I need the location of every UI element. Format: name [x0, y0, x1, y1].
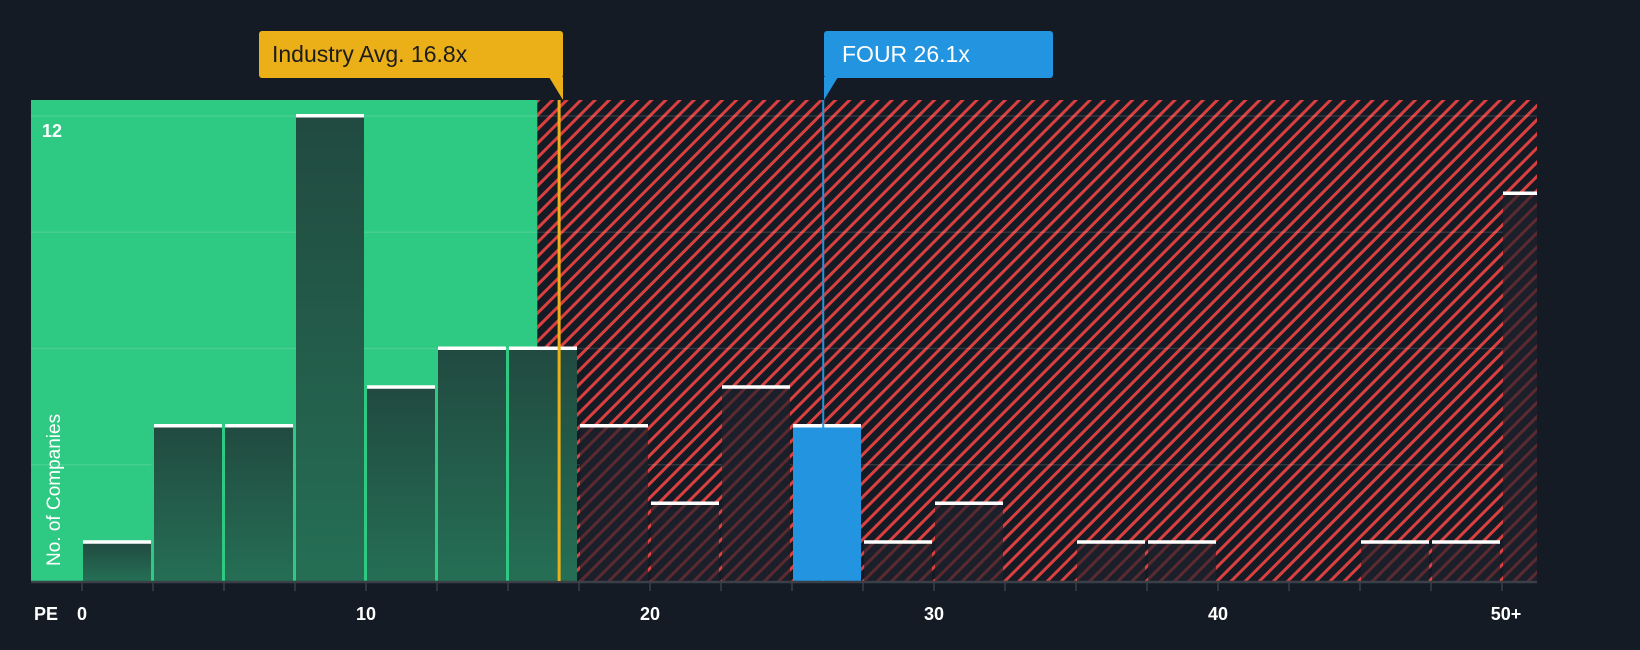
overvalued-zone: [537, 100, 1537, 581]
histogram-bar: [1361, 542, 1429, 581]
bar-cap: [83, 540, 151, 544]
histogram-bar: [296, 116, 364, 581]
x-tick-label: 0: [77, 604, 87, 624]
histogram-bar: [935, 503, 1003, 581]
bar-cap: [1148, 540, 1216, 544]
bar-cap: [722, 385, 790, 389]
valuation-zones: [31, 100, 1537, 581]
bar-cap: [580, 424, 648, 428]
y-axis-max-label: 12: [42, 121, 62, 141]
bar-cap: [1077, 540, 1145, 544]
industry-average-label: Industry Avg. 16.8x: [272, 41, 468, 67]
bar-cap: [1503, 191, 1537, 195]
bar-cap: [367, 385, 435, 389]
histogram-bar: [225, 426, 293, 581]
bar-cap: [793, 424, 861, 428]
histogram-bar: [438, 348, 506, 581]
x-axis: 0 10 20 30 40 50+: [31, 580, 1537, 624]
y-axis-title: No. of Companies: [44, 414, 65, 566]
histogram-bar: [367, 387, 435, 581]
company-pe-label: FOUR 26.1x: [842, 41, 970, 67]
histogram-bar: [1503, 193, 1537, 581]
histogram-bar: [154, 426, 222, 581]
bar-cap: [935, 501, 1003, 505]
x-tick-label: 30: [924, 604, 944, 624]
bar-cap: [1361, 540, 1429, 544]
bar-cap: [438, 346, 506, 350]
bar-cap: [651, 501, 719, 505]
histogram-bar: [83, 542, 151, 581]
x-axis-title: PE: [34, 604, 58, 624]
bar-cap: [1432, 540, 1500, 544]
histogram-bar: [509, 348, 577, 581]
histogram-bar: [722, 387, 790, 581]
bar-cap: [154, 424, 222, 428]
bar-cap: [864, 540, 932, 544]
x-tick-label: 40: [1208, 604, 1228, 624]
histogram-bar: [864, 542, 932, 581]
x-tick-label: 20: [640, 604, 660, 624]
histogram-bar: [651, 503, 719, 581]
bar-cap: [225, 424, 293, 428]
bar-cap: [296, 114, 364, 118]
industry-average-marker: Industry Avg. 16.8x: [259, 31, 563, 581]
company-marker: FOUR 26.1x: [822, 31, 1053, 581]
reference-markers: Industry Avg. 16.8x FOUR 26.1x: [259, 31, 1053, 581]
histogram-bar: [1432, 542, 1500, 581]
histogram-bar: [580, 426, 648, 581]
x-tick-label: 50+: [1491, 604, 1522, 624]
x-tick-label: 10: [356, 604, 376, 624]
histogram-bars: [83, 114, 1537, 581]
highlighted-bar: [793, 426, 861, 581]
histogram-bar: [1077, 542, 1145, 581]
histogram-bar: [1148, 542, 1216, 581]
bar-cap: [509, 346, 577, 350]
